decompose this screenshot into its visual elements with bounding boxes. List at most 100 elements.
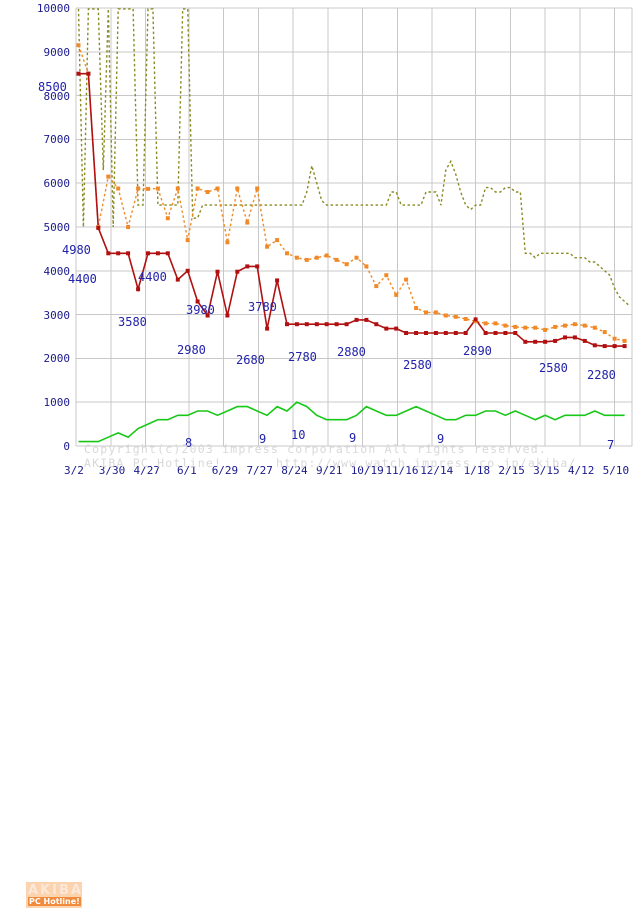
marker-avg-price	[483, 321, 488, 326]
series-avg-price	[77, 44, 625, 342]
marker-min-price	[285, 322, 289, 327]
marker-avg-price	[215, 186, 220, 191]
marker-min-price	[275, 278, 280, 283]
x-tick-label: 3/15	[533, 464, 560, 477]
marker-avg-price	[175, 186, 180, 191]
marker-min-price	[473, 317, 478, 322]
marker-avg-price	[334, 257, 339, 262]
marker-avg-price	[572, 322, 577, 327]
data-point-label: 2580	[539, 361, 568, 375]
marker-avg-price	[424, 310, 428, 315]
y-tick-label: 9000	[43, 45, 71, 59]
marker-min-price	[463, 331, 468, 335]
footer-url: http://www.watch.impress.co.jp/akiba/	[276, 456, 577, 470]
series-shop-count	[78, 401, 625, 443]
marker-avg-price	[563, 323, 567, 328]
marker-avg-price	[324, 253, 329, 258]
marker-avg-price	[384, 273, 389, 278]
marker-min-price	[513, 331, 518, 335]
marker-avg-price	[433, 310, 438, 315]
marker-avg-price	[582, 323, 587, 328]
data-point-label: 8	[185, 436, 193, 450]
marker-min-price	[503, 331, 508, 335]
marker-avg-price	[533, 325, 538, 330]
marker-min-price	[195, 299, 200, 304]
footer-site-name: AKIBA PC Hotline!	[84, 456, 223, 470]
marker-min-price	[96, 225, 101, 230]
marker-avg-price	[285, 251, 289, 256]
marker-min-price	[533, 339, 538, 344]
data-point-label: 3580	[118, 315, 147, 329]
y-tick-label: 6000	[43, 177, 71, 191]
marker-avg-price	[195, 186, 200, 191]
marker-min-price	[592, 343, 597, 348]
series-min-price	[78, 72, 625, 347]
akiba-logo: AKIBA PC Hotline!	[26, 882, 82, 908]
marker-avg-price	[493, 321, 498, 326]
marker-min-price	[612, 344, 617, 349]
marker-avg-price	[364, 264, 369, 269]
y-tick-label: 8000	[43, 89, 71, 103]
x-tick-label: 10/19	[350, 464, 384, 477]
x-tick-label: 12/14	[420, 464, 454, 477]
marker-avg-price	[294, 255, 299, 260]
data-point-label: 9	[259, 432, 267, 446]
marker-min-price	[493, 331, 498, 335]
marker-min-price	[602, 344, 607, 349]
marker-avg-price	[523, 325, 528, 330]
marker-avg-price	[553, 324, 558, 329]
marker-min-price	[374, 322, 379, 327]
series-markers	[76, 43, 627, 349]
marker-min-price	[582, 338, 587, 343]
x-tick-label: 3/2	[64, 464, 84, 477]
marker-min-price	[384, 326, 389, 331]
data-point-label: 2680	[236, 353, 265, 367]
akiba-logo-secondary: PC Hotline!	[28, 897, 81, 906]
marker-min-price	[622, 344, 627, 349]
marker-min-price	[334, 322, 339, 327]
marker-min-price	[294, 322, 299, 327]
marker-min-price	[116, 251, 121, 256]
data-point-label: 2880	[337, 345, 366, 359]
marker-min-price	[205, 313, 210, 318]
marker-min-price	[324, 322, 329, 327]
chart-footer: AKIBA PC Hotline! Copyright(c)2003 impre…	[0, 440, 640, 908]
marker-min-price	[225, 313, 230, 318]
marker-min-price	[106, 251, 111, 256]
x-tick-label: 5/10	[602, 464, 630, 477]
marker-avg-price	[265, 244, 270, 249]
footer-copyright: Copyright(c)2003 impress corporation All…	[84, 442, 548, 456]
data-point-label: 7	[607, 438, 615, 452]
x-tick-label: 8/24	[281, 464, 308, 477]
data-point-label: 10	[291, 428, 306, 442]
data-point-label: 9	[349, 431, 357, 445]
marker-avg-price	[622, 338, 627, 343]
marker-min-price	[563, 335, 567, 340]
marker-avg-price	[354, 255, 359, 260]
marker-min-price	[572, 335, 577, 340]
marker-avg-price	[612, 336, 617, 341]
data-point-label: 2280	[587, 368, 616, 382]
marker-min-price	[304, 322, 309, 327]
data-point-label: 3980	[186, 303, 215, 317]
x-tick-label: 2/15	[498, 464, 525, 477]
marker-avg-price	[304, 257, 309, 262]
marker-avg-price	[404, 277, 409, 282]
marker-avg-price	[463, 317, 468, 321]
data-point-label: 4400	[138, 270, 167, 284]
marker-avg-price	[374, 284, 379, 289]
marker-min-price	[553, 338, 558, 343]
marker-avg-price	[592, 325, 597, 330]
y-tick-label: 10000	[36, 2, 70, 15]
marker-avg-price	[602, 330, 607, 335]
marker-avg-price	[235, 186, 240, 191]
marker-avg-price	[443, 313, 448, 318]
marker-min-price	[344, 322, 349, 327]
y-tick-label: 5000	[43, 221, 71, 234]
marker-min-price	[443, 331, 448, 335]
marker-avg-price	[146, 186, 150, 191]
marker-min-price	[155, 251, 160, 256]
chart-plot-area	[75, 7, 633, 447]
x-tick-label: 4/27	[133, 464, 161, 477]
